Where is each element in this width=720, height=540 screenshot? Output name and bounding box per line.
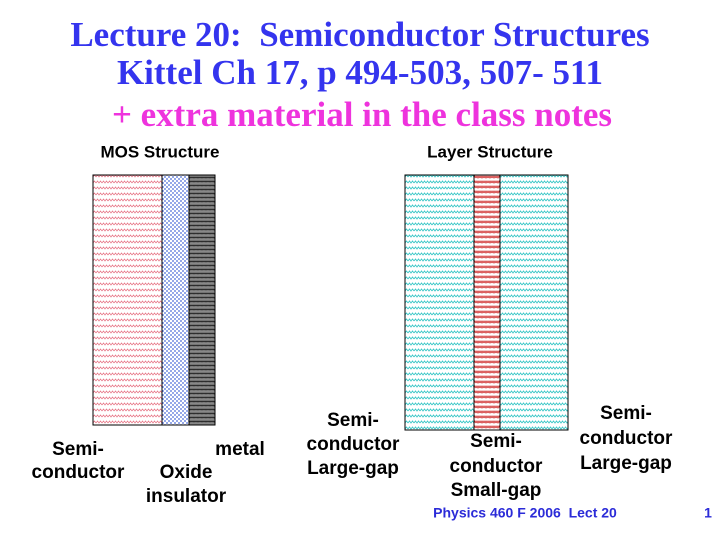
title-line: Lecture 20: Semiconductor Structures — [70, 15, 649, 54]
label: Small-gap — [451, 480, 542, 501]
label: Large-gap — [307, 458, 399, 479]
layer-large-gap — [499, 174, 569, 431]
diagram-heading: Layer Structure — [427, 142, 553, 161]
mos-layers — [92, 174, 216, 426]
label: conductor — [32, 462, 125, 483]
label: Oxide — [160, 462, 213, 483]
label: conductor — [450, 456, 543, 477]
page-number: 1 — [704, 505, 712, 521]
layer-metal — [188, 174, 216, 426]
label: metal — [215, 439, 265, 460]
layer-semiconductor — [92, 174, 163, 426]
layer-small-gap — [473, 174, 501, 431]
layer-oxide — [161, 174, 190, 426]
title-line: + extra material in the class notes — [112, 95, 612, 134]
label: Large-gap — [580, 453, 672, 474]
label: conductor — [580, 428, 673, 449]
title-line: Kittel Ch 17, p 494-503, 507- 511 — [117, 53, 603, 92]
footer-text: Physics 460 F 2006 Lect 20 — [433, 505, 617, 521]
label: Semi- — [600, 403, 652, 424]
layered-structure — [404, 174, 569, 431]
label: Semi- — [470, 431, 522, 452]
label: Semi- — [52, 439, 104, 460]
label: conductor — [307, 434, 400, 455]
layer-large-gap — [404, 174, 475, 431]
label: insulator — [146, 486, 227, 507]
label: Semi- — [327, 410, 379, 431]
diagram-heading: MOS Structure — [100, 142, 219, 161]
